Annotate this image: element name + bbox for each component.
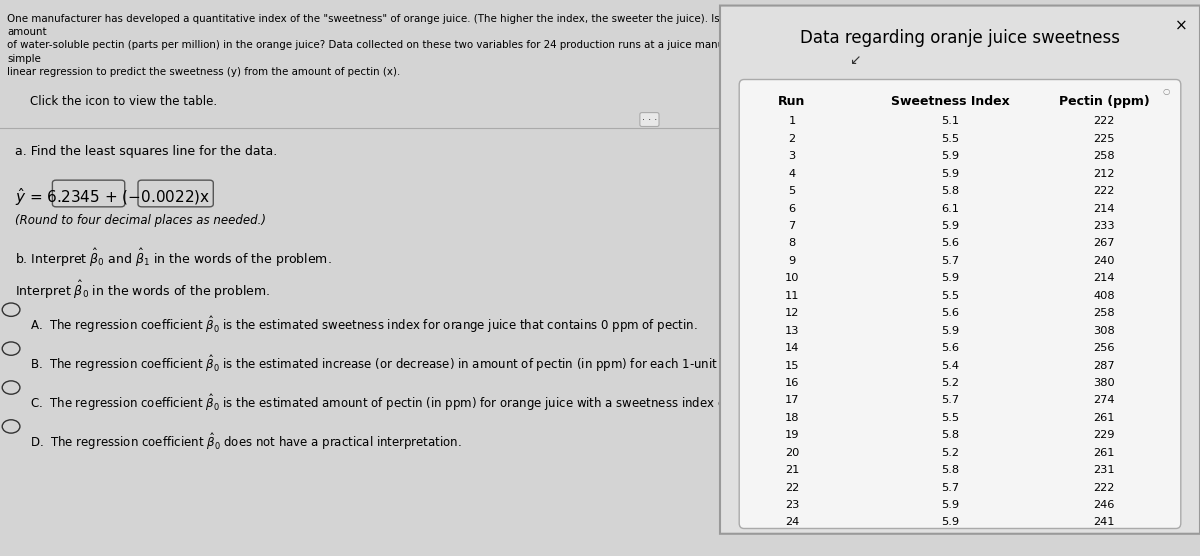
Text: 212: 212 [1093,169,1115,179]
Text: Interpret $\hat{\beta}_0$ in the words of the problem.: Interpret $\hat{\beta}_0$ in the words o… [14,279,270,301]
Text: 5: 5 [788,186,796,196]
Text: 6.1: 6.1 [942,203,960,214]
Text: 10: 10 [785,274,799,284]
Text: 12: 12 [785,308,799,318]
Text: 308: 308 [1093,326,1115,336]
Text: 20: 20 [785,448,799,458]
Text: $\hat{y}$ = 6.2345 + (−0.0022)x: $\hat{y}$ = 6.2345 + (−0.0022)x [14,186,210,208]
FancyBboxPatch shape [739,80,1181,528]
Text: 6: 6 [788,203,796,214]
Text: 380: 380 [1093,378,1115,388]
Text: A.  The regression coefficient $\hat{\beta}_0$ is the estimated sweetness index : A. The regression coefficient $\hat{\bet… [30,314,697,335]
Text: 225: 225 [1093,134,1115,144]
Text: C.  The regression coefficient $\hat{\beta}_0$ is the estimated amount of pectin: C. The regression coefficient $\hat{\bet… [30,392,744,413]
Text: 261: 261 [1093,448,1115,458]
Text: 8: 8 [788,239,796,249]
Text: 1: 1 [788,117,796,126]
Text: 5.2: 5.2 [942,448,960,458]
Text: 5.6: 5.6 [942,308,960,318]
Text: 5.9: 5.9 [941,518,960,528]
Text: 5.9: 5.9 [941,326,960,336]
Text: 274: 274 [1093,395,1115,405]
Text: 258: 258 [1093,151,1115,161]
Text: Data regarding oranje juice sweetness: Data regarding oranje juice sweetness [800,29,1120,47]
Text: 5.7: 5.7 [941,395,960,405]
Text: B.  The regression coefficient $\hat{\beta}_0$ is the estimated increase (or dec: B. The regression coefficient $\hat{\bet… [30,353,890,374]
Text: 23: 23 [785,500,799,510]
Text: 5.2: 5.2 [942,378,960,388]
Text: 229: 229 [1093,430,1115,440]
Text: 5.5: 5.5 [941,413,960,423]
Text: 5.9: 5.9 [941,500,960,510]
Text: 7: 7 [788,221,796,231]
Text: 267: 267 [1093,239,1115,249]
Text: 5.9: 5.9 [941,169,960,179]
Text: · · ·: · · · [642,115,658,125]
Text: Run: Run [779,96,805,108]
Text: 214: 214 [1093,274,1115,284]
Text: 18: 18 [785,413,799,423]
Text: 3: 3 [788,151,796,161]
Text: 16: 16 [785,378,799,388]
Text: 21: 21 [785,465,799,475]
Text: 258: 258 [1093,308,1115,318]
Text: 5.5: 5.5 [941,134,960,144]
Text: 256: 256 [1093,343,1115,353]
Text: 9: 9 [788,256,796,266]
Text: 24: 24 [785,518,799,528]
Text: 222: 222 [1093,117,1115,126]
Text: Click the icon to view the table.: Click the icon to view the table. [30,95,217,107]
Text: 22: 22 [785,483,799,493]
Text: 14: 14 [785,343,799,353]
Text: 246: 246 [1093,500,1115,510]
Text: ↙: ↙ [848,53,860,67]
Text: a. Find the least squares line for the data.: a. Find the least squares line for the d… [14,145,277,157]
Text: 5.8: 5.8 [941,465,960,475]
Text: 15: 15 [785,360,799,370]
Text: 5.9: 5.9 [941,151,960,161]
Text: 2: 2 [788,134,796,144]
Text: D.  The regression coefficient $\hat{\beta}_0$ does not have a practical interpr: D. The regression coefficient $\hat{\bet… [30,431,461,452]
Text: Pectin (ppm): Pectin (ppm) [1058,96,1150,108]
Text: 5.6: 5.6 [942,239,960,249]
Text: 5.8: 5.8 [941,430,960,440]
Text: 241: 241 [1093,518,1115,528]
Text: 240: 240 [1093,256,1115,266]
Text: 222: 222 [1093,186,1115,196]
Text: Sweetness Index: Sweetness Index [892,96,1009,108]
Text: 11: 11 [785,291,799,301]
Text: 17: 17 [785,395,799,405]
Text: 5.1: 5.1 [941,117,960,126]
Text: ○: ○ [1163,87,1170,96]
Text: b. Interpret $\hat{\beta}_0$ and $\hat{\beta}_1$ in the words of the problem.: b. Interpret $\hat{\beta}_0$ and $\hat{\… [14,247,331,270]
Text: 5.9: 5.9 [941,221,960,231]
Text: 5.8: 5.8 [941,186,960,196]
Text: 214: 214 [1093,203,1115,214]
Text: 408: 408 [1093,291,1115,301]
Text: 5.7: 5.7 [941,483,960,493]
Text: 5.9: 5.9 [941,274,960,284]
Text: 19: 19 [785,430,799,440]
Text: 287: 287 [1093,360,1115,370]
FancyBboxPatch shape [720,6,1200,534]
Text: ×: × [1175,19,1187,34]
Text: One manufacturer has developed a quantitative index of the "sweetness" of orange: One manufacturer has developed a quantit… [7,14,1199,77]
Text: 231: 231 [1093,465,1115,475]
Text: (Round to four decimal places as needed.): (Round to four decimal places as needed.… [14,214,265,227]
Text: 233: 233 [1093,221,1115,231]
Text: 5.6: 5.6 [942,343,960,353]
Text: 4: 4 [788,169,796,179]
Text: 5.7: 5.7 [941,256,960,266]
Text: 222: 222 [1093,483,1115,493]
Text: 5.5: 5.5 [941,291,960,301]
Text: 13: 13 [785,326,799,336]
Text: 261: 261 [1093,413,1115,423]
Text: 5.4: 5.4 [942,360,960,370]
